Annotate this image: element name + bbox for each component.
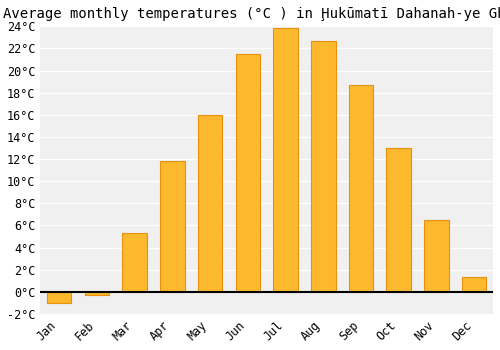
Bar	[386, 148, 411, 292]
Bar	[311, 41, 336, 292]
Title: Average monthly temperatures (°C ) in Ḩukūmatī Dahanah-ye Ghōrī: Average monthly temperatures (°C ) in Ḩu…	[3, 7, 500, 21]
Bar	[236, 54, 260, 292]
Bar	[348, 85, 374, 292]
Bar	[462, 278, 486, 292]
Bar	[160, 161, 184, 292]
Bar	[47, 292, 72, 303]
Bar	[84, 292, 109, 295]
Bar	[274, 28, 298, 292]
Bar	[198, 115, 222, 292]
Bar	[122, 233, 147, 292]
Bar	[424, 220, 448, 292]
